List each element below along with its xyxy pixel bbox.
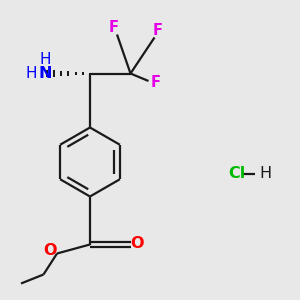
- Text: H: H: [39, 52, 51, 68]
- Text: F: F: [109, 20, 119, 35]
- Text: F: F: [151, 75, 161, 90]
- Text: H: H: [26, 66, 37, 81]
- Text: F: F: [152, 23, 163, 38]
- Text: H: H: [260, 167, 272, 182]
- Text: Cl: Cl: [228, 167, 245, 182]
- Text: O: O: [130, 236, 144, 251]
- Text: N: N: [38, 66, 52, 81]
- Text: O: O: [44, 243, 57, 258]
